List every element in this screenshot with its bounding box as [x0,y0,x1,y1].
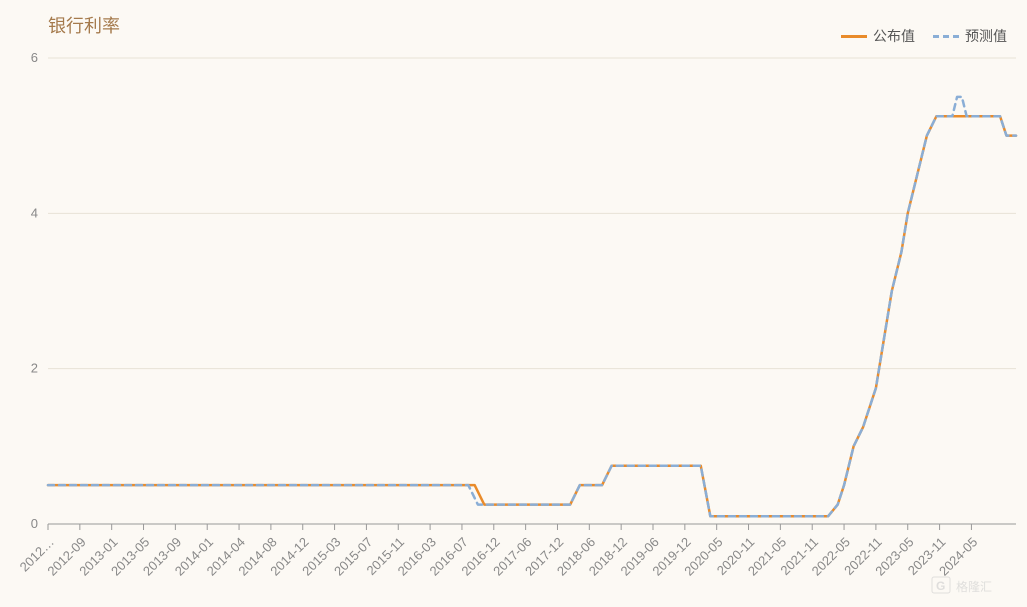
svg-text:格隆汇: 格隆汇 [956,579,992,594]
svg-text:G: G [936,579,945,593]
chart-canvas: 02462012…2012-092013-012013-052013-09201… [0,0,1027,607]
svg-text:2: 2 [31,361,38,376]
svg-text:4: 4 [31,205,38,220]
svg-text:0: 0 [31,516,38,531]
svg-text:6: 6 [31,50,38,65]
